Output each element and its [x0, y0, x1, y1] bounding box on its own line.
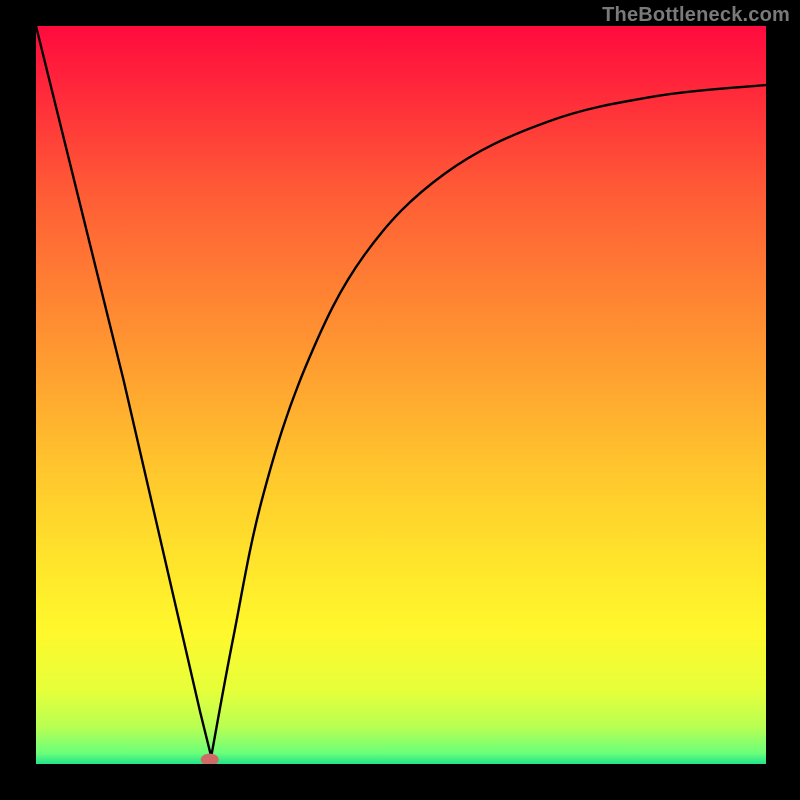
plot-svg — [36, 26, 766, 764]
chart-frame: TheBottleneck.com — [0, 0, 800, 800]
watermark-text: TheBottleneck.com — [602, 4, 790, 27]
plot-background — [36, 26, 766, 764]
